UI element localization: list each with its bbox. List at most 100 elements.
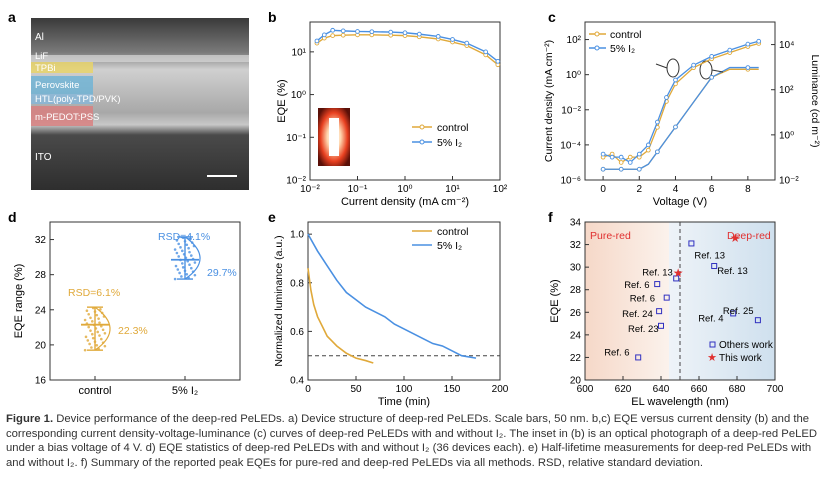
panel-f-x-tick-label: 680 xyxy=(729,384,746,395)
panel-d-frame xyxy=(49,221,241,381)
panel-f-legend-label-1: This work xyxy=(719,353,763,364)
panel-f-others-point xyxy=(673,275,680,282)
panel-b-x-tick-label: 10² xyxy=(493,184,508,195)
panel-e-x-tick-label: 150 xyxy=(444,384,461,395)
panel-c-series-1-point xyxy=(645,142,651,148)
panel-d-device-point-0 xyxy=(100,311,104,315)
panel-f-x-tick-label: 640 xyxy=(653,384,670,395)
panel-b-series-1-point xyxy=(340,28,346,34)
panel-label-f: f xyxy=(548,209,553,225)
panel-c-series-1-luminance-line xyxy=(603,66,759,170)
panel-b-legend-label-0: control xyxy=(437,122,469,134)
layer-ito: ITO xyxy=(35,152,52,163)
panel-f-others-point xyxy=(635,354,642,361)
panel-c-x-label: Voltage (V) xyxy=(653,196,707,208)
panel-e-chart: 0 50 100 150 200 0.4 0.6 0.8 1.0 Time (min) Normal… xyxy=(273,221,509,408)
panel-f-x-label: EL wavelength (nm) xyxy=(631,396,728,408)
panel-f-legend-marker-1: ★ xyxy=(707,352,717,364)
panel-c-y-tick-label: 10² xyxy=(567,35,582,46)
arrow-right xyxy=(711,69,724,73)
figure-panels: a b c d e f Al LiF TPBi Perovskite HTL(p… xyxy=(8,9,821,408)
panel-d-device-point-0 xyxy=(83,348,87,352)
panel-d-mean-label-iodine: 29.7% xyxy=(207,267,237,279)
panel-d-rsd-control: RSD=6.1% xyxy=(68,287,120,299)
panel-f-y-tick-label: 24 xyxy=(570,330,582,341)
panel-e-frame xyxy=(307,221,501,381)
panel-d-device-point-1 xyxy=(187,276,190,280)
panel-d-device-point-1 xyxy=(183,269,187,273)
panel-d-mean-label-control: 22.3% xyxy=(118,325,148,337)
panel-b-x-tick-label: 10⁻² xyxy=(300,184,320,195)
panel-d-device-point-0 xyxy=(83,318,87,322)
panel-f-region-deep-red: Deep-red xyxy=(727,230,771,242)
panel-f-y-tick-label: 22 xyxy=(570,353,582,364)
panel-d-device-point-0 xyxy=(89,316,92,320)
panel-d-device-point-0 xyxy=(103,332,107,335)
panel-d-device-point-1 xyxy=(187,246,190,250)
lif-band xyxy=(31,55,249,62)
panel-label-d: d xyxy=(8,209,17,225)
panel-f-y-tick-label: 26 xyxy=(570,308,582,319)
panel-d-device-point-0 xyxy=(95,313,99,317)
panel-d-device-point-0 xyxy=(93,340,97,344)
panel-d-device-point-0 xyxy=(93,310,97,313)
panel-e-y-tick-label: 0.6 xyxy=(290,327,304,338)
panel-c-legend-marker-0 xyxy=(594,31,600,37)
panel-c-series-1-point xyxy=(691,62,696,68)
panel-d-device-point-1 xyxy=(174,264,178,268)
panel-d-device-point-0 xyxy=(86,339,90,342)
panel-d-device-point-0 xyxy=(101,341,105,344)
panel-f-x-tick-label: 660 xyxy=(691,384,708,395)
panel-f-y-tick-label: 32 xyxy=(570,240,582,251)
panel-b-series-0-point xyxy=(330,33,336,38)
panel-d-device-point-1 xyxy=(190,266,193,270)
panel-f-others-point xyxy=(656,308,663,315)
panel-label-a: a xyxy=(8,9,16,25)
panel-b-series-0-line xyxy=(316,34,499,66)
panel-f-others-point xyxy=(711,263,718,270)
panel-d-device-point-1 xyxy=(191,257,195,261)
panel-d-device-point-1 xyxy=(188,263,191,267)
panel-d-device-point-1 xyxy=(188,250,191,254)
panel-d-device-point-0 xyxy=(100,337,103,341)
panel-c-y-tick-label: 10⁰ xyxy=(566,70,581,81)
panel-f-legend-label-0: Others work xyxy=(719,340,774,351)
panel-d-device-point-0 xyxy=(99,308,102,311)
panel-d-device-point-1 xyxy=(193,261,197,264)
panel-d-device-point-1 xyxy=(183,239,187,243)
panel-d-device-point-0 xyxy=(98,321,101,324)
panel-f-others-point xyxy=(688,240,695,247)
layer-perovskite: Perovskite xyxy=(35,80,79,91)
panel-c-series-1-luminance-point xyxy=(745,65,751,70)
panel-c-chart: 0 2 4 6 8 10⁻⁶ 10⁻⁴ 10⁻² 10⁰ 10² 10⁻² 10⁰ 10² 10⁴ Volt… xyxy=(543,21,821,208)
panel-d-y-tick-label: 16 xyxy=(35,376,47,387)
panel-d-device-point-0 xyxy=(88,342,91,346)
panel-b-series-1-point xyxy=(321,32,327,38)
panel-d-device-point-0 xyxy=(92,323,96,327)
panel-b-series-1-point xyxy=(314,38,320,44)
panel-d-device-point-1 xyxy=(177,255,180,258)
panel-f-x-tick-label: 620 xyxy=(615,384,632,395)
panel-e-y-tick-label: 0.4 xyxy=(290,376,304,387)
panel-e-x-tick-label: 50 xyxy=(350,384,362,395)
panel-f-others-point xyxy=(754,317,761,324)
panel-f-ref-label: Ref. 13 xyxy=(717,266,748,277)
panel-c-legend-label-1: 5% I₂ xyxy=(610,43,635,55)
panel-d-device-point-0 xyxy=(101,328,105,332)
panel-d-y-tick-label: 28 xyxy=(35,270,47,281)
circle-marker-left xyxy=(666,58,680,78)
panel-d-device-point-0 xyxy=(89,329,92,332)
panel-d-device-point-0 xyxy=(95,343,99,347)
panel-d-device-point-0 xyxy=(87,312,90,316)
panel-c-right-y-tick-label: 10⁰ xyxy=(779,130,794,141)
panel-d-device-point-1 xyxy=(178,271,181,275)
panel-d-device-point-1 xyxy=(181,262,184,265)
panel-c-series-1-point xyxy=(756,38,762,44)
panel-b-series-1-point xyxy=(450,37,455,42)
panel-c-series-1-luminance-point xyxy=(618,166,624,172)
panel-d-device-point-1 xyxy=(185,243,189,247)
panel-b-legend-marker-0 xyxy=(419,124,425,130)
panel-e-x-tick-label: 100 xyxy=(396,384,413,395)
